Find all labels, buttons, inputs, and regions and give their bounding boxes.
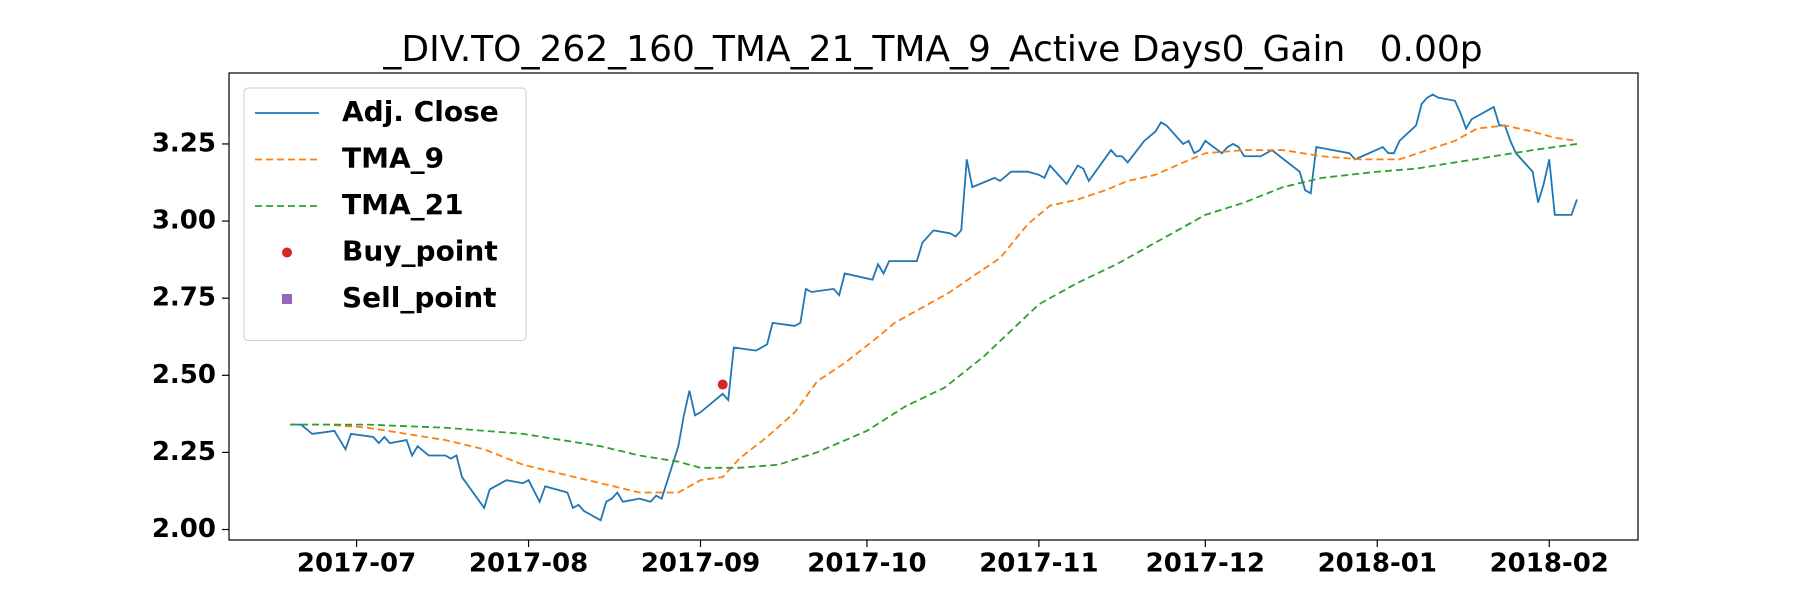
x-tick-label: 2017-07 [297, 549, 416, 579]
x-tick-label: 2017-09 [641, 549, 760, 579]
legend-label: Adj. Close [342, 95, 499, 128]
y-tick-label: 2.75 [152, 283, 216, 313]
legend-label: TMA_21 [342, 188, 464, 221]
x-tick-label: 2017-11 [979, 549, 1098, 579]
legend-swatch [282, 294, 292, 304]
x-tick-label: 2017-12 [1146, 549, 1265, 579]
legend-swatch [282, 247, 292, 258]
x-tick-label: 2018-01 [1318, 549, 1437, 579]
x-tick-label: 2017-10 [807, 549, 926, 579]
legend-label: Sell_point [342, 281, 497, 314]
x-tick-label: 2018-02 [1490, 549, 1609, 579]
plot-frame [228, 72, 1639, 541]
y-tick-label: 3.00 [152, 206, 216, 236]
y-tick-label: 2.50 [152, 360, 216, 390]
series-line [290, 93, 1578, 522]
legend-label: Buy_point [342, 235, 498, 268]
series-line [290, 124, 1578, 494]
buy-point [717, 379, 728, 390]
y-tick-label: 3.25 [152, 128, 216, 158]
legend-label: TMA_9 [342, 142, 444, 175]
y-tick-label: 2.25 [152, 437, 216, 467]
legend-frame [243, 87, 527, 341]
x-tick-label: 2017-08 [469, 549, 588, 579]
chart-title: _DIV.TO_262_160_TMA_21_TMA_9_Active Days… [382, 29, 1482, 70]
y-tick-label: 2.00 [152, 514, 216, 544]
